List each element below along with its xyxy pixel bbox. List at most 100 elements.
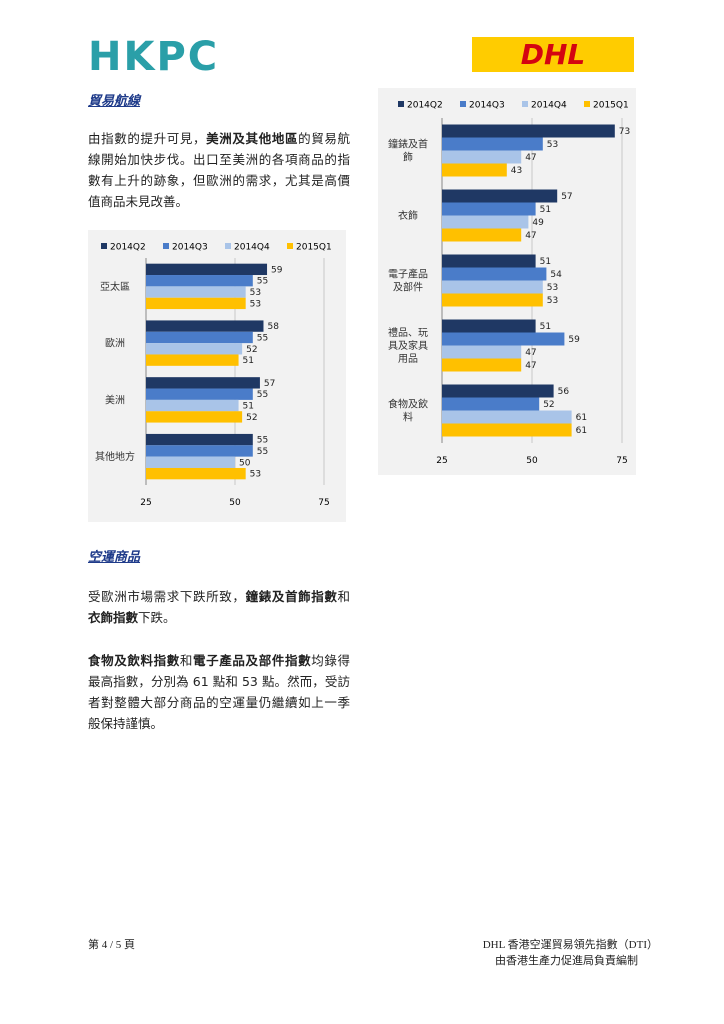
text: 和 xyxy=(179,653,194,668)
bar xyxy=(442,189,558,203)
bar xyxy=(146,343,243,355)
text: 下跌。 xyxy=(138,610,176,625)
value-label: 51 xyxy=(540,257,551,267)
value-label: 47 xyxy=(525,153,536,163)
bold-text: 衣飾指數 xyxy=(88,610,139,625)
value-label: 53 xyxy=(250,299,261,309)
bar xyxy=(146,433,253,446)
bar xyxy=(146,456,235,468)
value-label: 47 xyxy=(525,348,536,358)
chart: 2014Q2 2014Q3 2014Q4 2015Q1 25 50 75 鐘錶及首飾 73 53 4… xyxy=(378,88,636,475)
bar xyxy=(146,411,243,423)
bar xyxy=(442,137,543,151)
paragraph: 受歐洲市場需求下跌所致，鐘錶及首飾指數和衣飾指數下跌。 xyxy=(88,586,350,628)
bar xyxy=(442,423,572,437)
text: 受歐洲市場需求下跌所致， xyxy=(88,589,246,604)
x-tick-label: 25 xyxy=(140,498,151,508)
y-tick-label: 其他地方 xyxy=(95,450,135,463)
value-label: 59 xyxy=(271,265,283,275)
bar xyxy=(442,254,536,268)
bold-text: 食物及飲料指數 xyxy=(88,653,180,668)
bar xyxy=(442,345,522,359)
legend-swatch xyxy=(584,101,590,107)
x-tick-label: 25 xyxy=(436,456,447,466)
legend-label: 2014Q3 xyxy=(469,101,505,111)
bar xyxy=(146,331,253,344)
value-label: 47 xyxy=(525,361,536,371)
bold-text: 鐘錶及首飾指數 xyxy=(245,589,338,604)
bar xyxy=(442,215,529,229)
bar xyxy=(146,320,264,332)
legend-swatch xyxy=(225,243,231,249)
bar xyxy=(442,358,522,372)
value-label: 59 xyxy=(568,335,580,345)
value-label: 73 xyxy=(619,127,630,137)
legend-label: 2015Q1 xyxy=(593,101,629,111)
value-label: 53 xyxy=(250,288,261,298)
bar xyxy=(442,397,540,411)
value-label: 51 xyxy=(540,322,551,332)
paragraph: 由指數的提升可見，美洲及其他地區的貿易航線開始加快步伐。出口至美洲的各項商品的指… xyxy=(88,128,350,212)
value-label: 57 xyxy=(561,192,572,202)
bar xyxy=(442,202,536,216)
legend-label: 2014Q4 xyxy=(234,243,270,253)
value-label: 52 xyxy=(246,345,257,355)
value-label: 50 xyxy=(239,458,251,468)
footer-title: DHL 香港空運貿易領先指數（DTI） xyxy=(482,939,658,951)
legend-label: 2014Q4 xyxy=(531,101,567,111)
y-tick-label: 食物及飲料 xyxy=(388,398,428,424)
value-label: 51 xyxy=(243,356,254,366)
legend-label: 2014Q3 xyxy=(172,243,208,253)
value-label: 51 xyxy=(540,205,551,215)
text: 均錄得最高指數，分別為 61 點和 53 點。然而，受訪者對整體大部分商品的空運… xyxy=(88,653,350,731)
value-label: 55 xyxy=(257,447,268,457)
bar xyxy=(146,263,268,276)
y-tick-label: 衣飾 xyxy=(398,209,418,222)
legend-swatch xyxy=(101,243,107,249)
legend-label: 2014Q2 xyxy=(407,101,443,111)
page-number: 第 4 / 5 頁 xyxy=(88,939,136,951)
bar xyxy=(442,293,543,307)
bar xyxy=(442,228,522,242)
bold-text: 電子產品及部件指數 xyxy=(193,653,312,668)
value-label: 56 xyxy=(558,387,570,397)
value-label: 51 xyxy=(243,402,254,412)
x-tick-label: 75 xyxy=(616,456,627,466)
legend-swatch xyxy=(163,243,169,249)
bar xyxy=(442,410,572,424)
bar xyxy=(442,384,554,398)
legend-swatch xyxy=(398,101,404,107)
value-label: 52 xyxy=(543,400,554,410)
bar xyxy=(146,275,253,287)
bar xyxy=(146,445,253,457)
x-tick-label: 50 xyxy=(229,498,241,508)
value-label: 47 xyxy=(525,231,536,241)
legend-swatch xyxy=(460,101,466,107)
section-title: 空運商品 xyxy=(88,550,141,565)
bar xyxy=(442,267,547,281)
value-label: 53 xyxy=(250,470,261,480)
bar xyxy=(146,399,239,412)
y-tick-label: 電子產品及部件 xyxy=(388,268,428,294)
bar xyxy=(442,163,507,177)
y-tick-label: 美洲 xyxy=(105,393,125,406)
text: 和 xyxy=(337,589,350,604)
value-label: 55 xyxy=(257,333,268,343)
y-tick-label: 禮品、玩具及家具用品 xyxy=(388,326,428,365)
value-label: 43 xyxy=(511,166,522,176)
bar xyxy=(146,286,246,298)
section-title: 貿易航線 xyxy=(88,94,141,109)
value-label: 55 xyxy=(257,277,268,287)
footer-credit: 由香港生產力促進局負責編制 xyxy=(495,955,638,967)
value-label: 54 xyxy=(550,270,562,280)
y-tick-label: 亞太區 xyxy=(100,280,130,293)
value-label: 53 xyxy=(547,140,558,150)
bar xyxy=(442,280,543,294)
legend-label: 2014Q2 xyxy=(110,243,146,253)
bar xyxy=(146,297,246,310)
value-label: 58 xyxy=(267,322,279,332)
value-label: 52 xyxy=(246,413,257,423)
bar xyxy=(146,377,260,389)
